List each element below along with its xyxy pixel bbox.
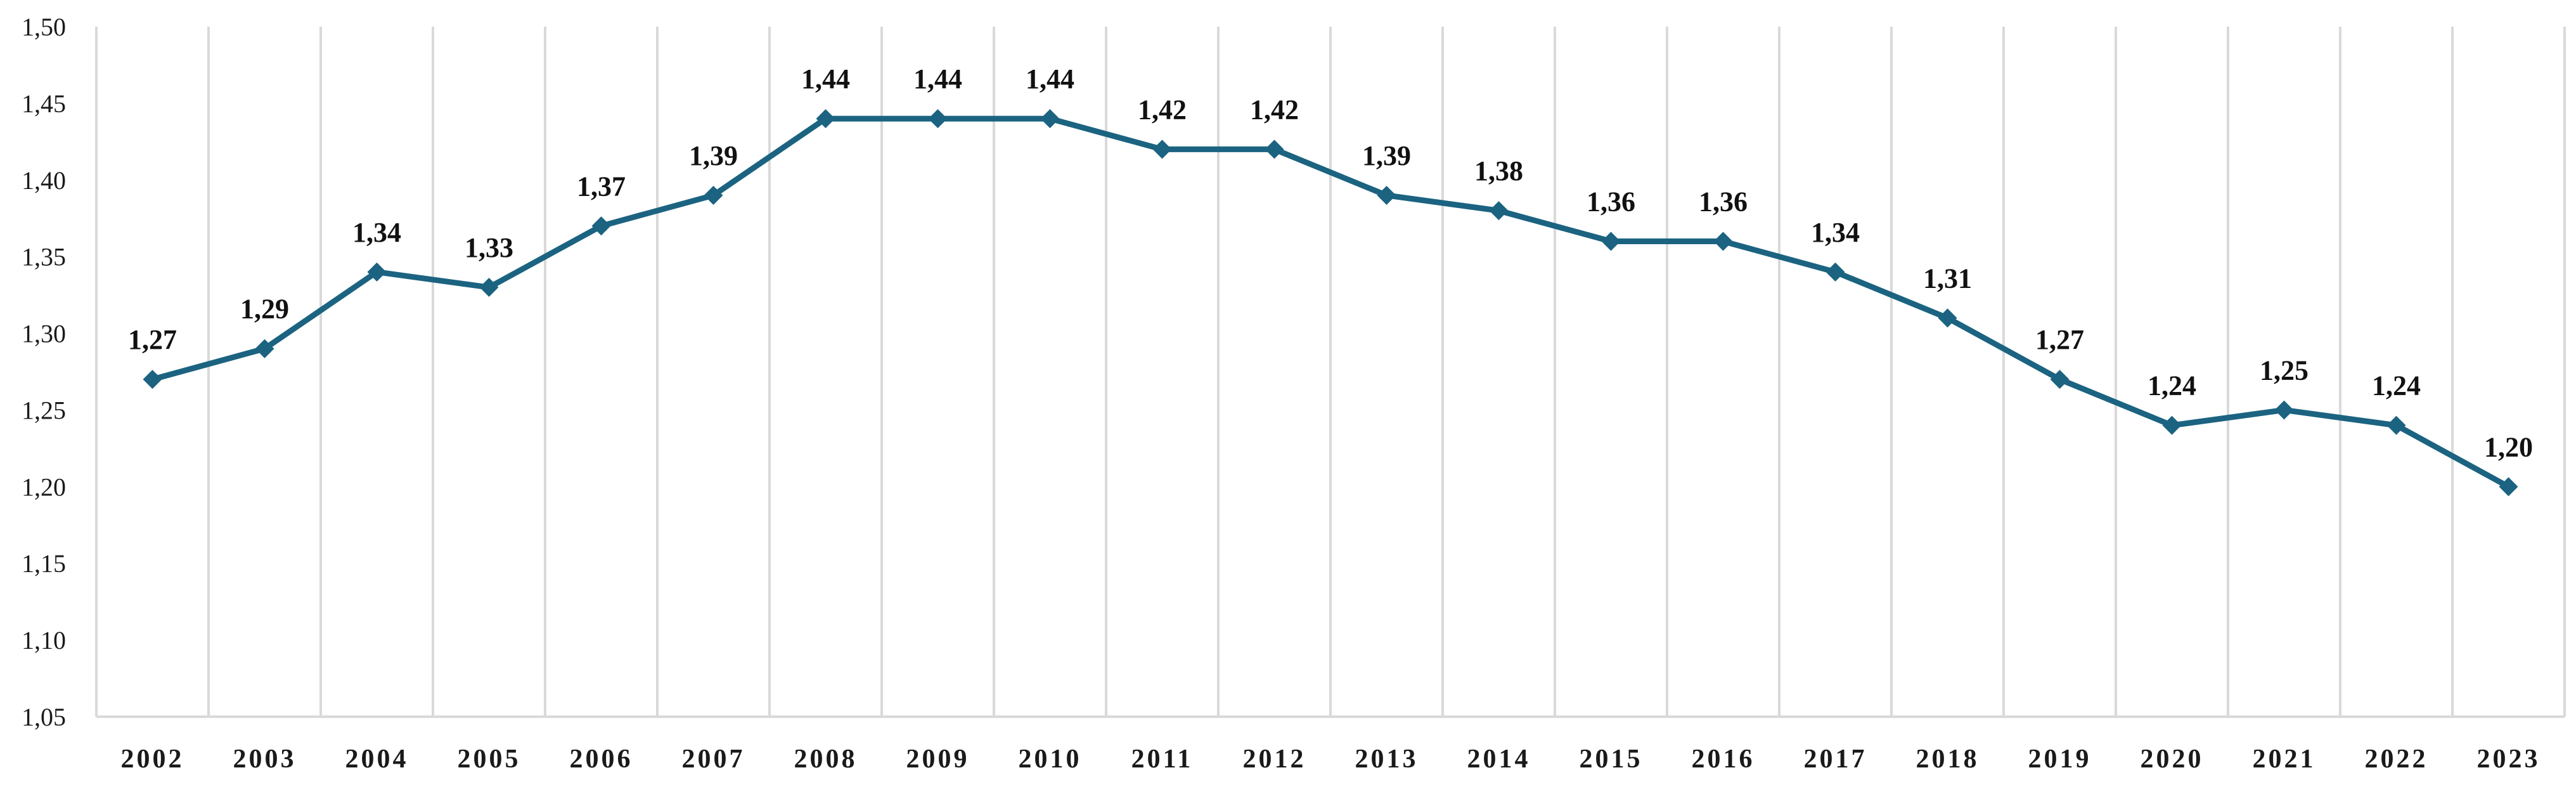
data-point-marker (928, 109, 948, 129)
x-tick-label: 2003 (233, 745, 297, 774)
marker-layer (143, 109, 2518, 497)
data-label: 1,37 (577, 171, 626, 202)
data-label: 1,33 (465, 232, 513, 263)
data-point-marker (816, 109, 835, 129)
data-point-marker (2274, 400, 2294, 420)
y-axis: 1,05 1,10 1,15 1,20 1,25 1,30 1,35 1,40 1,45 1,50 (22, 13, 66, 731)
data-point-marker (1713, 231, 1733, 251)
x-tick-label: 2013 (1355, 745, 1419, 774)
data-point-marker (1040, 109, 1060, 129)
data-label: 1,39 (1362, 140, 1411, 171)
y-tick-label: 1,05 (22, 703, 66, 731)
y-tick-label: 1,40 (22, 166, 66, 195)
y-tick-label: 1,10 (22, 626, 66, 655)
data-label: 1,24 (2372, 370, 2421, 401)
data-label: 1,36 (1587, 186, 1635, 217)
x-tick-label: 2010 (1019, 745, 1082, 774)
y-tick-label: 1,50 (22, 13, 66, 41)
data-label: 1,36 (1699, 186, 1748, 217)
grid-layer (95, 27, 2566, 717)
data-label: 1,25 (2260, 355, 2309, 386)
data-label: 1,44 (913, 63, 962, 95)
x-tick-label: 2018 (1916, 745, 1980, 774)
data-label: 1,44 (1026, 63, 1074, 95)
y-tick-label: 1,25 (22, 396, 66, 424)
data-label: 1,34 (352, 217, 401, 248)
data-label: 1,31 (1923, 263, 1972, 294)
y-tick-label: 1,35 (22, 243, 66, 271)
data-point-marker (367, 262, 387, 282)
y-tick-label: 1,20 (22, 473, 66, 501)
data-label: 1,24 (2148, 370, 2196, 401)
x-tick-label: 2023 (2477, 745, 2541, 774)
data-point-marker (1601, 231, 1621, 251)
y-tick-label: 1,45 (22, 89, 66, 118)
data-point-marker (2162, 415, 2182, 435)
data-label: 1,29 (240, 294, 289, 325)
x-tick-label: 2019 (2028, 745, 2092, 774)
data-label: 1,44 (801, 63, 850, 95)
data-point-marker (1152, 140, 1172, 159)
x-tick-label: 2009 (906, 745, 970, 774)
x-tick-label: 2015 (1580, 745, 1643, 774)
x-tick-label: 2008 (794, 745, 858, 774)
x-tick-label: 2020 (2141, 745, 2204, 774)
data-label: 1,42 (1250, 94, 1299, 125)
data-point-marker (1265, 140, 1284, 159)
x-tick-label: 2014 (1467, 745, 1531, 774)
x-tick-label: 2017 (1804, 745, 1867, 774)
x-tick-label: 2011 (1131, 745, 1194, 774)
data-point-marker (143, 370, 162, 389)
data-label: 1,27 (2035, 324, 2084, 355)
x-tick-label: 2005 (458, 745, 521, 774)
x-tick-label: 2002 (121, 745, 184, 774)
data-point-marker (479, 278, 499, 297)
data-point-marker (704, 185, 723, 205)
x-axis: 2002 2003 2004 2005 2006 2007 2008 2009 2010 2011… (96, 715, 2565, 774)
y-tick-label: 1,30 (22, 320, 66, 348)
x-tick-label: 2022 (2365, 745, 2428, 774)
y-tick-label: 1,15 (22, 549, 66, 578)
data-point-marker (2386, 415, 2406, 435)
x-tick-label: 2007 (682, 745, 745, 774)
data-point-marker (1826, 262, 1845, 282)
x-tick-label: 2012 (1243, 745, 1306, 774)
data-label: 1,20 (2484, 431, 2533, 462)
data-label: 1,42 (1138, 94, 1187, 125)
data-label: 1,34 (1811, 217, 1860, 248)
x-tick-label: 2006 (570, 745, 633, 774)
data-label: 1,27 (128, 324, 177, 355)
data-label: 1,39 (689, 140, 738, 171)
data-point-marker (591, 216, 611, 236)
x-tick-label: 2021 (2253, 745, 2316, 774)
data-point-marker (2050, 370, 2070, 389)
data-label: 1,38 (1474, 155, 1523, 186)
data-point-marker (1938, 308, 1957, 328)
data-point-marker (2499, 477, 2518, 497)
data-point-marker (1489, 201, 1509, 221)
data-point-marker (255, 339, 274, 358)
x-tick-label: 2004 (345, 745, 409, 774)
data-label-layer: 1,27 1,29 1,34 1,33 1,37 1,39 1,44 1,44 1,44 1,42… (128, 63, 2533, 462)
x-tick-label: 2016 (1692, 745, 1755, 774)
series-line-layer (150, 115, 2511, 490)
data-point-marker (1377, 185, 1396, 205)
series-line (150, 115, 2511, 490)
